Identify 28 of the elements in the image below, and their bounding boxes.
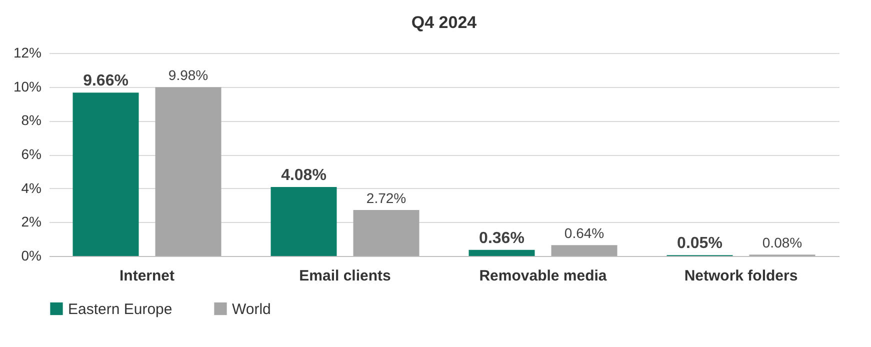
data-label: 0.64% xyxy=(564,225,604,242)
bar xyxy=(551,245,618,256)
legend-label: Eastern Europe xyxy=(68,300,172,318)
data-label: 0.36% xyxy=(479,230,524,247)
x-tick-label: Removable media xyxy=(479,268,608,284)
data-label: 0.05% xyxy=(677,235,722,252)
bar xyxy=(270,186,337,256)
data-label: 4.08% xyxy=(281,166,326,184)
legend-label: World xyxy=(232,300,271,318)
data-label: 9.66% xyxy=(83,72,128,90)
chart-title: Q4 2024 xyxy=(411,13,478,32)
x-tick-label: Email clients xyxy=(299,268,391,284)
y-tick-label: 12% xyxy=(13,44,42,60)
bar xyxy=(353,210,420,256)
y-tick-label: 2% xyxy=(21,214,42,230)
y-tick-label: 0% xyxy=(21,248,42,264)
y-tick-label: 8% xyxy=(21,112,42,128)
bar xyxy=(468,250,535,256)
data-label: 2.72% xyxy=(366,190,406,206)
y-tick-label: 6% xyxy=(21,146,42,162)
bar xyxy=(155,87,222,256)
data-label: 9.98% xyxy=(168,67,208,84)
y-tick-label: 4% xyxy=(21,180,42,196)
x-tick-label: Network folders xyxy=(684,268,798,284)
data-label: 0.08% xyxy=(762,234,802,251)
x-tick-label: Internet xyxy=(120,268,175,284)
bar xyxy=(72,92,139,256)
y-tick-label: 10% xyxy=(13,78,42,94)
